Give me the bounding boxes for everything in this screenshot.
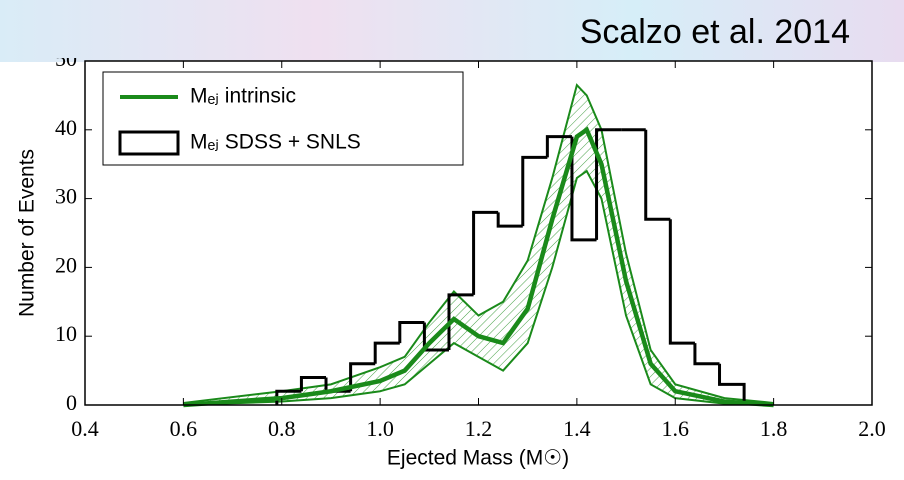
histogram-step bbox=[373, 341, 400, 364]
legend-patch bbox=[118, 130, 180, 156]
banner-overlay bbox=[0, 0, 904, 58]
histogram-step bbox=[496, 212, 523, 228]
band-upper bbox=[183, 83, 774, 404]
band-lower bbox=[183, 169, 774, 406]
y-tick-label: 40 bbox=[55, 115, 77, 140]
uncertainty-band bbox=[183, 85, 774, 405]
x-tick-label: 1.8 bbox=[760, 416, 788, 441]
x-tick-label: 0.4 bbox=[71, 416, 99, 441]
histogram-step bbox=[398, 320, 425, 344]
histogram-step bbox=[447, 293, 474, 350]
y-tick-label: 10 bbox=[55, 321, 77, 346]
histogram-step bbox=[693, 343, 720, 366]
histogram-step bbox=[570, 136, 597, 242]
legend-label: Mₑⱼ SDSS + SNLS bbox=[190, 131, 361, 154]
title: Scalzo et al. 2014 bbox=[580, 13, 850, 51]
histogram-step bbox=[349, 362, 376, 392]
x-tick-label: 0.6 bbox=[170, 416, 198, 441]
legend-label: Mₑⱼ intrinsic bbox=[190, 85, 296, 108]
x-tick-label: 2.0 bbox=[858, 416, 886, 441]
histogram-step bbox=[595, 128, 622, 240]
legend-box bbox=[102, 71, 464, 166]
x-tick-label: 0.8 bbox=[268, 416, 296, 441]
y-axis-label: Number of Events bbox=[16, 149, 39, 317]
y-tick-label: 20 bbox=[55, 252, 77, 277]
histogram-step bbox=[521, 155, 548, 227]
histogram-step bbox=[644, 129, 671, 221]
histogram-step bbox=[472, 210, 499, 295]
curve-line bbox=[183, 126, 774, 408]
histogram-step bbox=[545, 135, 572, 158]
histogram-step bbox=[299, 375, 327, 392]
x-tick-label: 1.6 bbox=[662, 416, 690, 441]
histogram-step bbox=[668, 219, 695, 345]
y-tick-label: 30 bbox=[55, 184, 77, 209]
x-axis-label: Ejected Mass (M☉) bbox=[387, 447, 569, 470]
histogram-step bbox=[718, 363, 746, 405]
x-tick-label: 1.2 bbox=[465, 416, 493, 441]
y-tick-label: 0 bbox=[66, 390, 77, 415]
x-tick-label: 1.0 bbox=[366, 416, 394, 441]
x-tick-label: 1.4 bbox=[563, 416, 591, 441]
